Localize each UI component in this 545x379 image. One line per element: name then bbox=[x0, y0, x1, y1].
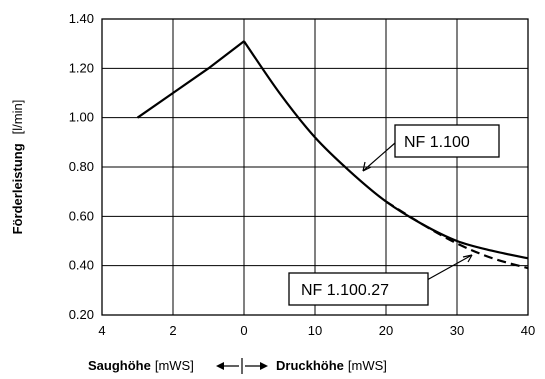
y-tick-label: 1.20 bbox=[69, 60, 94, 75]
x-tick-label: 20 bbox=[379, 323, 393, 338]
callout-label-nf-1-100: NF 1.100 bbox=[404, 134, 470, 151]
series-layer bbox=[136, 40, 529, 270]
callout-label-nf-1-100-27: NF 1.100.27 bbox=[301, 282, 389, 299]
series-line-1-pressure bbox=[385, 200, 529, 270]
callout-box-nf-1-100 bbox=[394, 124, 500, 158]
x-axis-title-pressure-unit: [mWS] bbox=[348, 358, 387, 373]
series-line-0-pressure bbox=[243, 40, 529, 260]
x-axis-title-pressure: Druckhöhe [mWS] bbox=[276, 358, 387, 373]
x-tick-label: 10 bbox=[308, 323, 322, 338]
x-tick-label: 30 bbox=[450, 323, 464, 338]
leader-nf-1-100-27 bbox=[426, 254, 473, 281]
y-tick-label: 0.20 bbox=[69, 307, 94, 322]
x-axis-title-pressure-main: Druckhöhe bbox=[276, 358, 344, 373]
plot-frame bbox=[101, 18, 529, 316]
y-tick-label: 0.80 bbox=[69, 159, 94, 174]
left-arrow-icon bbox=[216, 362, 224, 370]
x-axis-title-suction-main: Saughöhe bbox=[88, 358, 151, 373]
leader-nf-1-100 bbox=[362, 142, 396, 172]
y-axis-title: Förderleistung [l/min] bbox=[10, 100, 25, 235]
y-tick-label: 0.60 bbox=[69, 208, 94, 223]
grid bbox=[102, 19, 528, 315]
y-axis-title-unit: [l/min] bbox=[10, 100, 25, 135]
x-axis-title-suction: Saughöhe [mWS] bbox=[88, 358, 194, 373]
tick-labels: 0.200.400.600.801.001.201.404 2 0 10 20 30 40 bbox=[69, 11, 536, 338]
svg-text:Förderleistung[l/min]: Förderleistung [l/min] bbox=[10, 100, 25, 235]
x-tick-label: 40 bbox=[521, 323, 535, 338]
right-arrow-icon bbox=[260, 362, 268, 370]
x-axis-title-suction-unit: [mWS] bbox=[155, 358, 194, 373]
y-tick-label: 1.40 bbox=[69, 11, 94, 26]
axis-direction-arrows bbox=[216, 358, 268, 374]
x-tick-label: 0 bbox=[240, 323, 247, 338]
y-axis-title-main: Förderleistung bbox=[10, 143, 25, 234]
leader-nf-1-100-27-arrow bbox=[462, 254, 473, 263]
y-tick-label: 1.00 bbox=[69, 110, 94, 125]
x-tick-label: 4 bbox=[98, 323, 105, 338]
x-tick-label: 2 bbox=[169, 323, 176, 338]
y-tick-label: 0.40 bbox=[69, 258, 94, 273]
callout-box-nf-1-100-27 bbox=[288, 272, 429, 306]
series-line-0-suction bbox=[136, 40, 245, 119]
leader-nf-1-100-arrow bbox=[362, 161, 372, 172]
